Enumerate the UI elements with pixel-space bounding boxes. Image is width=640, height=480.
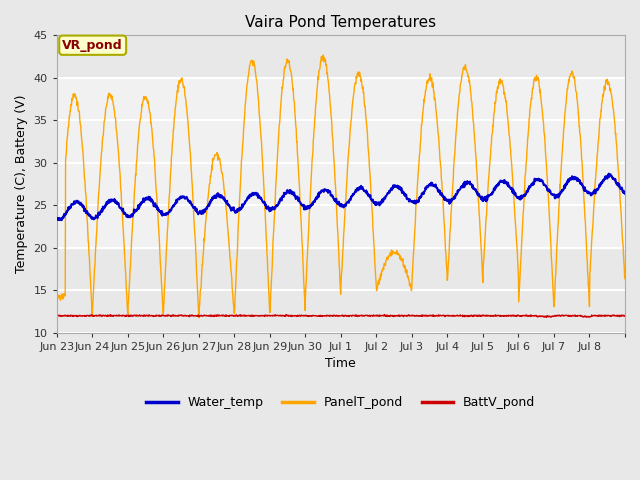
Legend: Water_temp, PanelT_pond, BattV_pond: Water_temp, PanelT_pond, BattV_pond: [141, 391, 540, 414]
Bar: [57, 78, 625, 248]
Y-axis label: Temperature (C), Battery (V): Temperature (C), Battery (V): [15, 95, 28, 273]
X-axis label: Time: Time: [326, 357, 356, 370]
Text: VR_pond: VR_pond: [62, 39, 123, 52]
Title: Vaira Pond Temperatures: Vaira Pond Temperatures: [245, 15, 436, 30]
